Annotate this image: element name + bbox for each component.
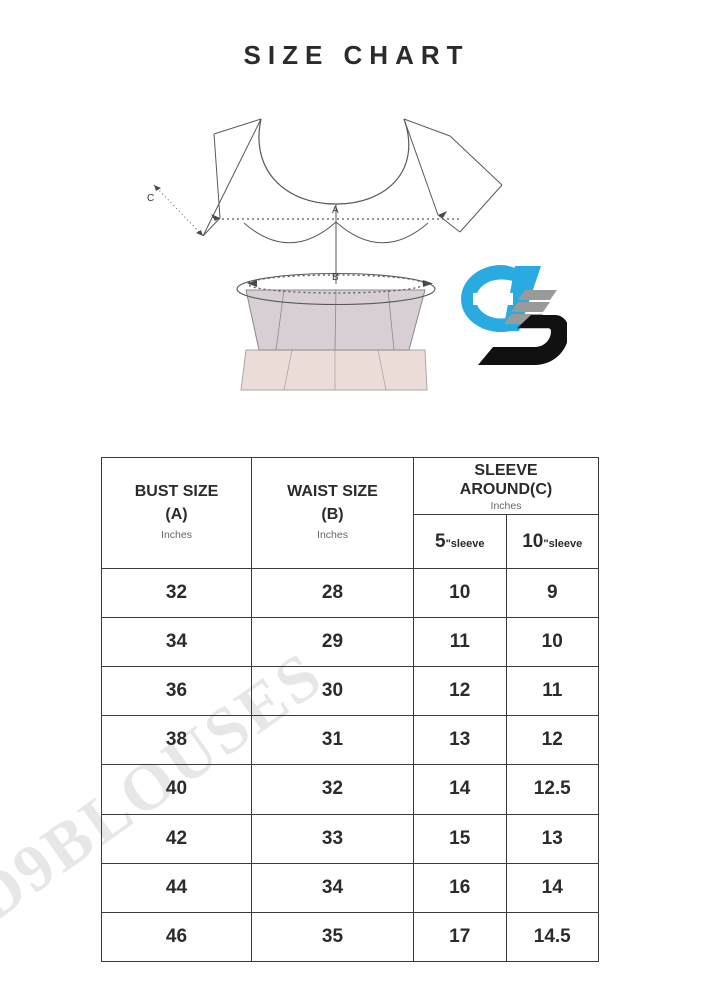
svg-text:C: C: [147, 193, 154, 204]
svg-text:A: A: [332, 205, 339, 216]
